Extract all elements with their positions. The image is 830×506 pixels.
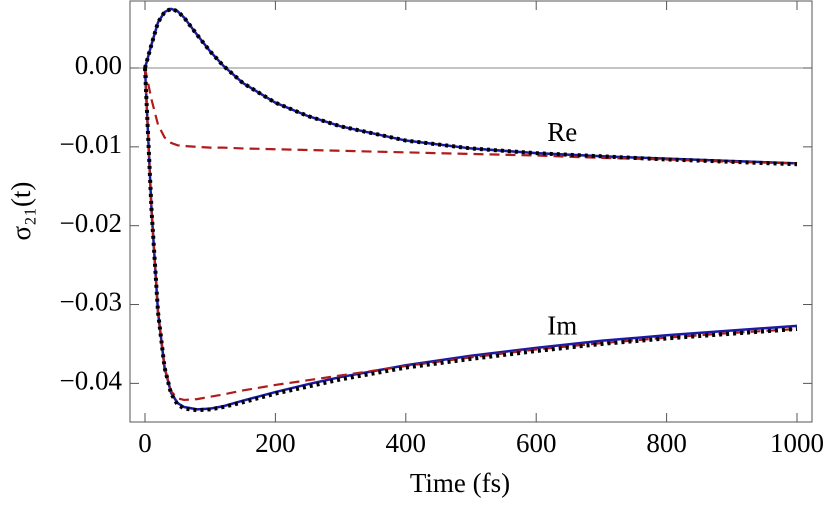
x-tick-label: 600 <box>516 428 557 458</box>
series-line <box>143 67 798 413</box>
annotation: Im <box>547 310 577 340</box>
annotation: Re <box>547 117 577 147</box>
x-tick-label: 0 <box>138 428 152 458</box>
x-tick-label: 200 <box>255 428 296 458</box>
series-line <box>143 67 798 402</box>
series-line <box>143 67 798 165</box>
y-tick-label: 0.00 <box>75 50 122 80</box>
x-tick-label: 800 <box>646 428 687 458</box>
series-line <box>143 6 798 167</box>
y-tick-label: −0.03 <box>60 287 122 317</box>
series-line <box>143 7 798 165</box>
x-axis-label: Time (fs) <box>410 468 510 498</box>
y-axis-label: σ₂₁(t) <box>6 182 36 241</box>
x-tick-label: 1000 <box>770 428 824 458</box>
y-tick-label: −0.02 <box>60 208 122 238</box>
y-tick-label: −0.04 <box>60 366 123 396</box>
plot-frame <box>129 0 813 423</box>
y-tick-label: −0.01 <box>60 129 122 159</box>
x-tick-label: 400 <box>386 428 427 458</box>
